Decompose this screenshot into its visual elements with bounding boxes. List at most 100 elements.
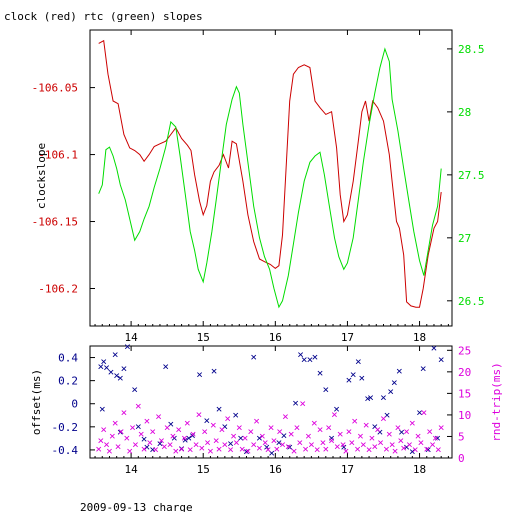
point-rtrip: × bbox=[184, 417, 191, 430]
point-rtrip: × bbox=[147, 436, 154, 449]
point-offset: × bbox=[434, 431, 441, 444]
point-rtrip: × bbox=[383, 442, 390, 455]
point-rtrip: × bbox=[305, 429, 312, 442]
point-rtrip: × bbox=[204, 436, 211, 449]
top-xtick-label: 18 bbox=[413, 331, 426, 344]
point-rtrip: × bbox=[291, 445, 298, 458]
point-offset: × bbox=[185, 431, 192, 444]
point-offset: × bbox=[416, 406, 423, 419]
point-rtrip: × bbox=[262, 436, 269, 449]
point-rtrip: × bbox=[374, 423, 381, 436]
point-rtrip: × bbox=[294, 421, 301, 434]
point-rtrip: × bbox=[207, 445, 214, 458]
point-rtrip: × bbox=[95, 442, 102, 455]
point-offset: × bbox=[341, 441, 348, 454]
point-rtrip: × bbox=[282, 410, 289, 423]
point-rtrip: × bbox=[363, 419, 370, 432]
point-offset: × bbox=[312, 351, 319, 364]
point-offset: × bbox=[431, 341, 438, 354]
point-rtrip: × bbox=[245, 445, 252, 458]
point-offset: × bbox=[171, 431, 178, 444]
point-rtrip: × bbox=[178, 442, 185, 455]
bottom-plot-frame bbox=[89, 345, 453, 459]
point-rtrip: × bbox=[167, 438, 174, 451]
point-rtrip: × bbox=[357, 429, 364, 442]
point-rtrip: × bbox=[302, 442, 309, 455]
point-rtrip: × bbox=[123, 432, 130, 445]
point-rtrip: × bbox=[317, 423, 324, 436]
point-rtrip: × bbox=[297, 436, 304, 449]
point-rtrip: × bbox=[429, 438, 436, 451]
point-offset: × bbox=[162, 360, 169, 373]
point-offset: × bbox=[216, 403, 223, 416]
point-offset: × bbox=[117, 426, 124, 439]
point-offset: × bbox=[167, 418, 174, 431]
point-offset: × bbox=[297, 348, 304, 361]
bottom-y2tick-label: 20 bbox=[458, 366, 471, 379]
point-offset: × bbox=[328, 431, 335, 444]
point-offset: × bbox=[157, 437, 164, 450]
point-offset: × bbox=[384, 408, 391, 421]
bottom-y2tick-label: 10 bbox=[458, 409, 471, 422]
top-ytick-label: -106.15 bbox=[32, 216, 78, 229]
point-rtrip: × bbox=[279, 438, 286, 451]
point-offset: × bbox=[121, 362, 128, 375]
point-rtrip: × bbox=[161, 440, 168, 453]
point-rtrip: × bbox=[233, 436, 240, 449]
point-offset: × bbox=[359, 371, 366, 384]
point-offset: × bbox=[124, 340, 131, 353]
bottom-xtick-label: 15 bbox=[197, 463, 210, 476]
point-rtrip: × bbox=[268, 421, 275, 434]
point-rtrip: × bbox=[213, 434, 220, 447]
point-offset: × bbox=[367, 391, 374, 404]
top-plot-frame bbox=[89, 29, 453, 327]
point-rtrip: × bbox=[415, 429, 422, 442]
point-rtrip: × bbox=[343, 445, 350, 458]
chart-footer: 2009-09-13 charge bbox=[80, 501, 193, 512]
point-offset: × bbox=[98, 360, 105, 373]
point-rtrip: × bbox=[346, 425, 353, 438]
point-rtrip: × bbox=[129, 421, 136, 434]
point-offset: × bbox=[250, 351, 257, 364]
chart-title: clock (red) rtc (green) slopes bbox=[4, 10, 203, 23]
top-ticks: 14 15 16 17 18 -106.05 -106.1 -106.15 -106.2 28.5… bbox=[32, 30, 485, 344]
point-offset: × bbox=[268, 446, 275, 459]
point-offset: × bbox=[350, 368, 357, 381]
point-rtrip: × bbox=[135, 399, 142, 412]
point-rtrip: × bbox=[288, 427, 295, 440]
point-rtrip: × bbox=[360, 438, 367, 451]
top-y2tick-label: 26.5 bbox=[458, 295, 485, 308]
point-rtrip: × bbox=[196, 408, 203, 421]
point-rtrip: × bbox=[322, 442, 329, 455]
point-offset: × bbox=[108, 366, 115, 379]
point-rtrip: × bbox=[222, 438, 229, 451]
point-offset: × bbox=[286, 441, 293, 454]
point-rtrip: × bbox=[259, 429, 266, 442]
point-offset: × bbox=[333, 403, 340, 416]
point-rtrip: × bbox=[418, 436, 425, 449]
point-offset: × bbox=[100, 355, 107, 368]
point-rtrip: × bbox=[366, 443, 373, 456]
point-offset: × bbox=[189, 429, 196, 442]
point-offset: × bbox=[141, 433, 148, 446]
top-xtick-label: 16 bbox=[269, 331, 282, 344]
bottom-y2tick-label: 0 bbox=[458, 452, 465, 465]
point-rtrip: × bbox=[328, 434, 335, 447]
point-rtrip: × bbox=[423, 442, 430, 455]
point-offset: × bbox=[237, 431, 244, 444]
point-offset: × bbox=[222, 420, 229, 433]
bottom-xtick-label: 17 bbox=[341, 463, 354, 476]
point-rtrip: × bbox=[412, 443, 419, 456]
point-rtrip: × bbox=[152, 443, 159, 456]
point-rtrip: × bbox=[198, 442, 205, 455]
point-rtrip: × bbox=[126, 445, 133, 458]
point-rtrip: × bbox=[193, 438, 200, 451]
point-offset: × bbox=[292, 397, 299, 410]
bottom-y2tick-label: 5 bbox=[458, 430, 465, 443]
point-offset: × bbox=[256, 431, 263, 444]
bottom-y2label: rnd-trip(ms) bbox=[490, 362, 503, 441]
point-offset: × bbox=[346, 374, 353, 387]
series-line-rtc bbox=[98, 47, 442, 309]
point-rtrip: × bbox=[395, 421, 402, 434]
